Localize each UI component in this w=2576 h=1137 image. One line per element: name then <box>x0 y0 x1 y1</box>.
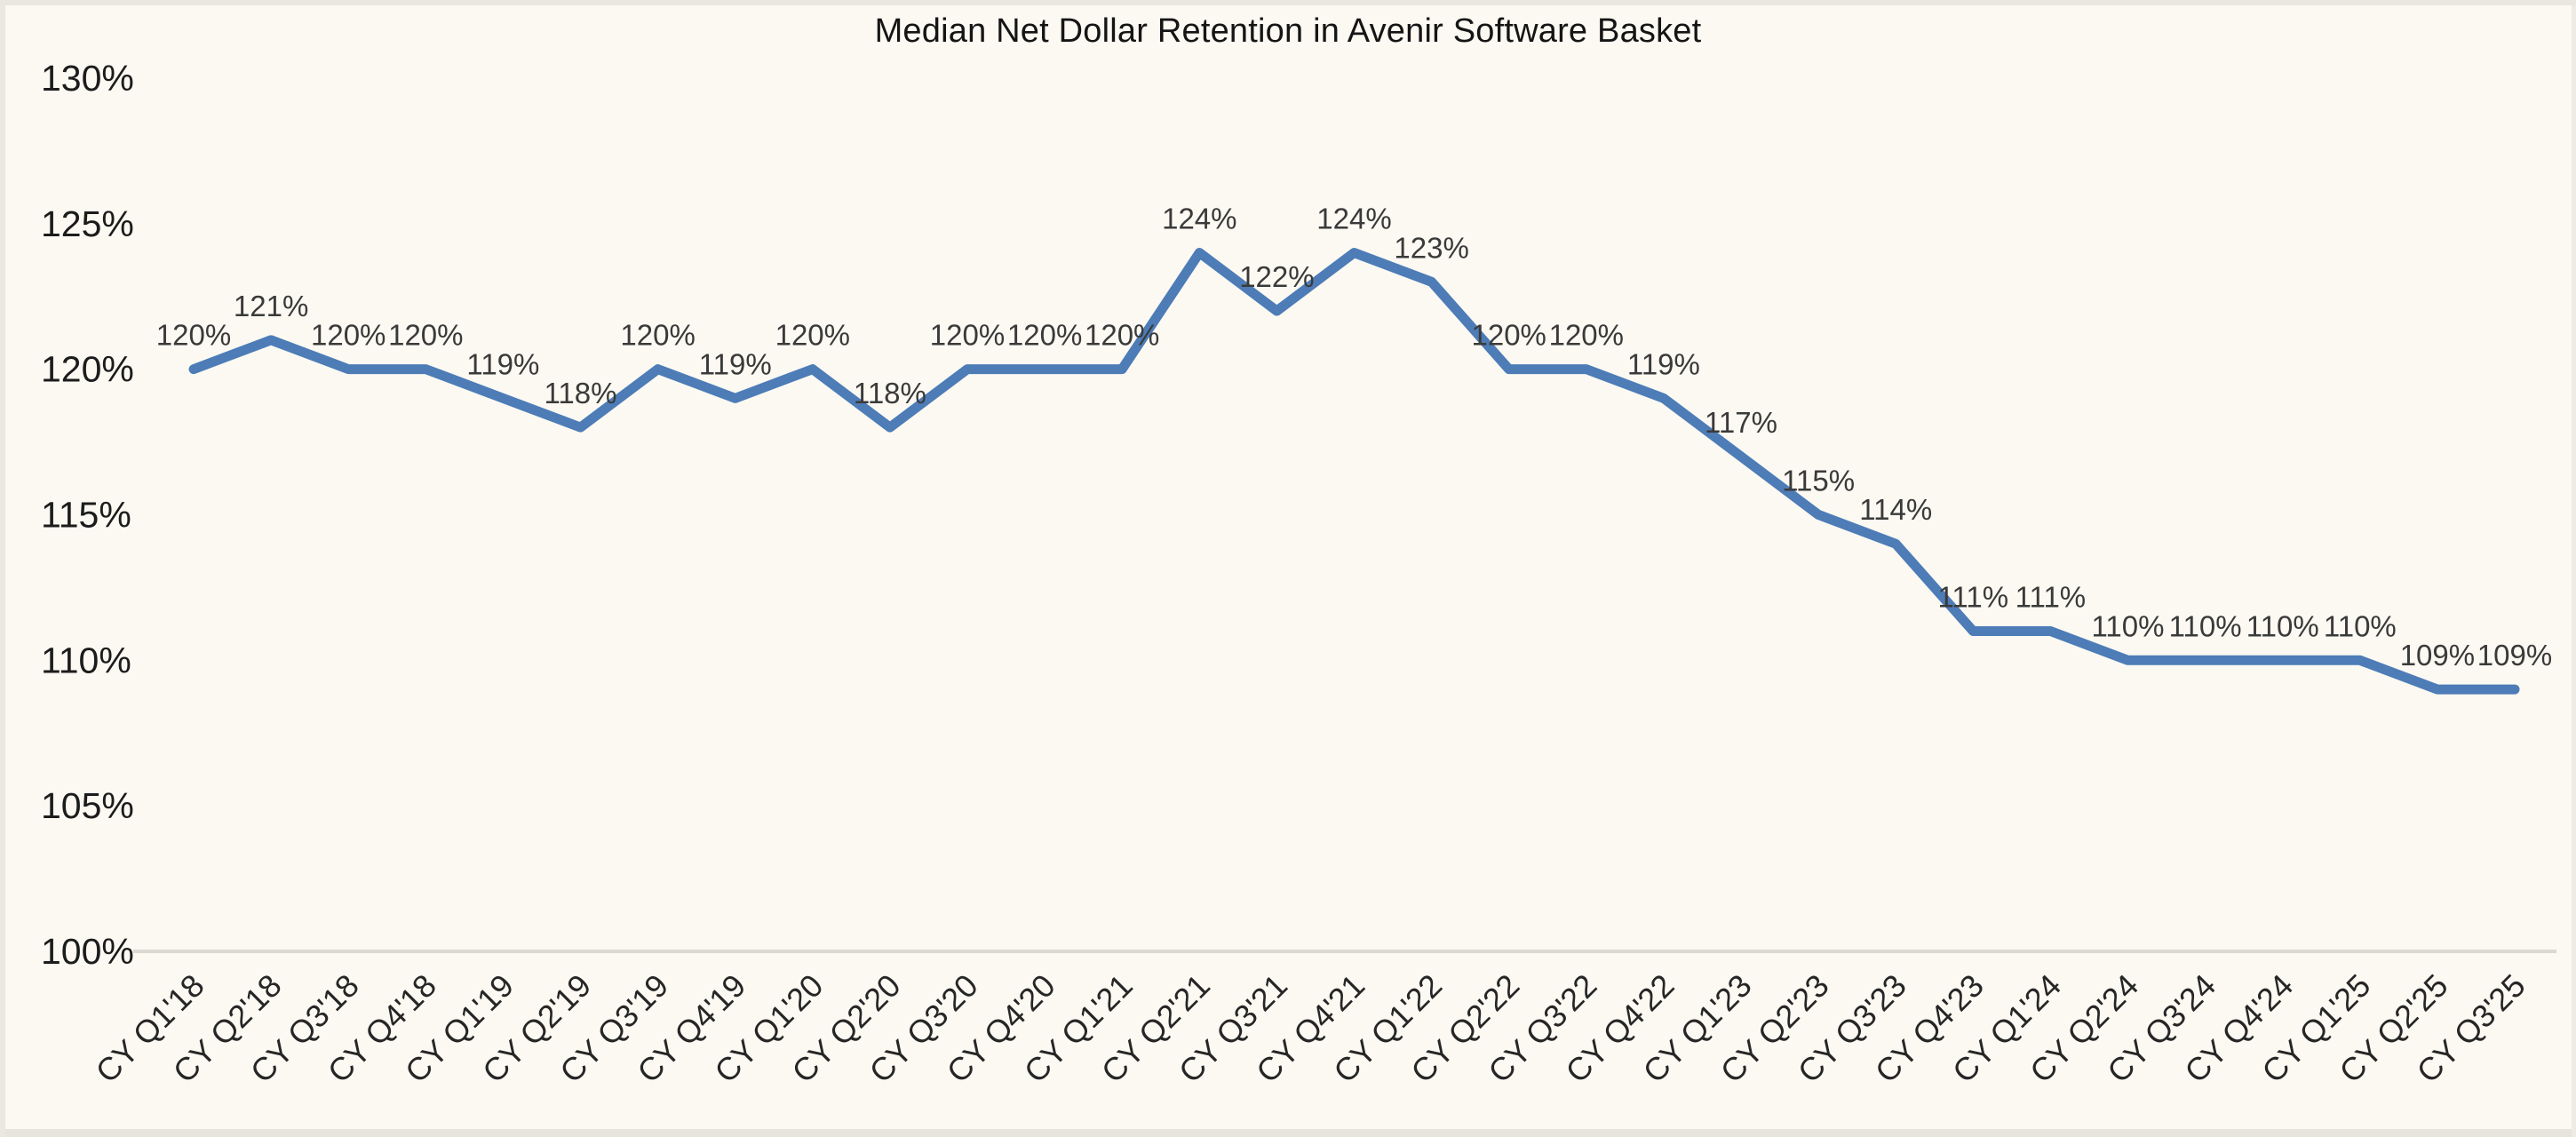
data-label: 124% <box>1316 203 1391 235</box>
y-axis-tick-label: 105% <box>41 785 134 826</box>
data-label: 117% <box>1705 406 1777 439</box>
y-axis-tick-label: 115% <box>41 494 131 535</box>
data-label: 118% <box>545 377 617 409</box>
data-label: 120% <box>388 319 463 352</box>
data-label: 110% <box>2092 609 2165 642</box>
data-label: 119% <box>699 347 772 380</box>
data-label: 120% <box>1549 319 1624 352</box>
data-label: 111% <box>1938 581 2009 614</box>
data-label: 110% <box>2246 609 2319 642</box>
y-axis-tick-label: 100% <box>41 931 134 972</box>
data-label: 109% <box>2400 639 2475 672</box>
chart-title: Median Net Dollar Retention in Avenir So… <box>874 12 1702 50</box>
data-label: 110% <box>2324 609 2397 642</box>
data-label: 120% <box>311 319 386 352</box>
y-axis-tick-label: 125% <box>41 203 134 244</box>
data-label: 120% <box>1007 319 1082 352</box>
y-axis-tick-label: 120% <box>41 349 134 390</box>
data-label: 123% <box>1394 231 1468 264</box>
data-label: 115% <box>1782 464 1855 497</box>
series-line-median-ndr <box>188 248 2520 695</box>
data-label: 122% <box>1239 260 1314 293</box>
data-label: 119% <box>1627 347 1700 380</box>
data-label: 111% <box>2015 581 2087 614</box>
data-label: 119% <box>466 347 539 380</box>
y-axis-tick-label: 110% <box>41 640 131 680</box>
data-label: 120% <box>930 319 1005 352</box>
data-label: 121% <box>234 290 308 322</box>
data-label: 114% <box>1859 493 1932 526</box>
data-label: 109% <box>2477 639 2552 672</box>
data-label: 110% <box>2169 609 2242 642</box>
data-label: 120% <box>1471 319 1546 352</box>
data-label: 120% <box>620 319 695 352</box>
data-label: 118% <box>854 377 926 409</box>
data-label: 120% <box>156 319 231 352</box>
y-axis-tick-label: 130% <box>41 58 134 99</box>
data-label: 120% <box>775 319 850 352</box>
data-label: 124% <box>1162 203 1236 235</box>
data-label: 120% <box>1085 319 1159 352</box>
